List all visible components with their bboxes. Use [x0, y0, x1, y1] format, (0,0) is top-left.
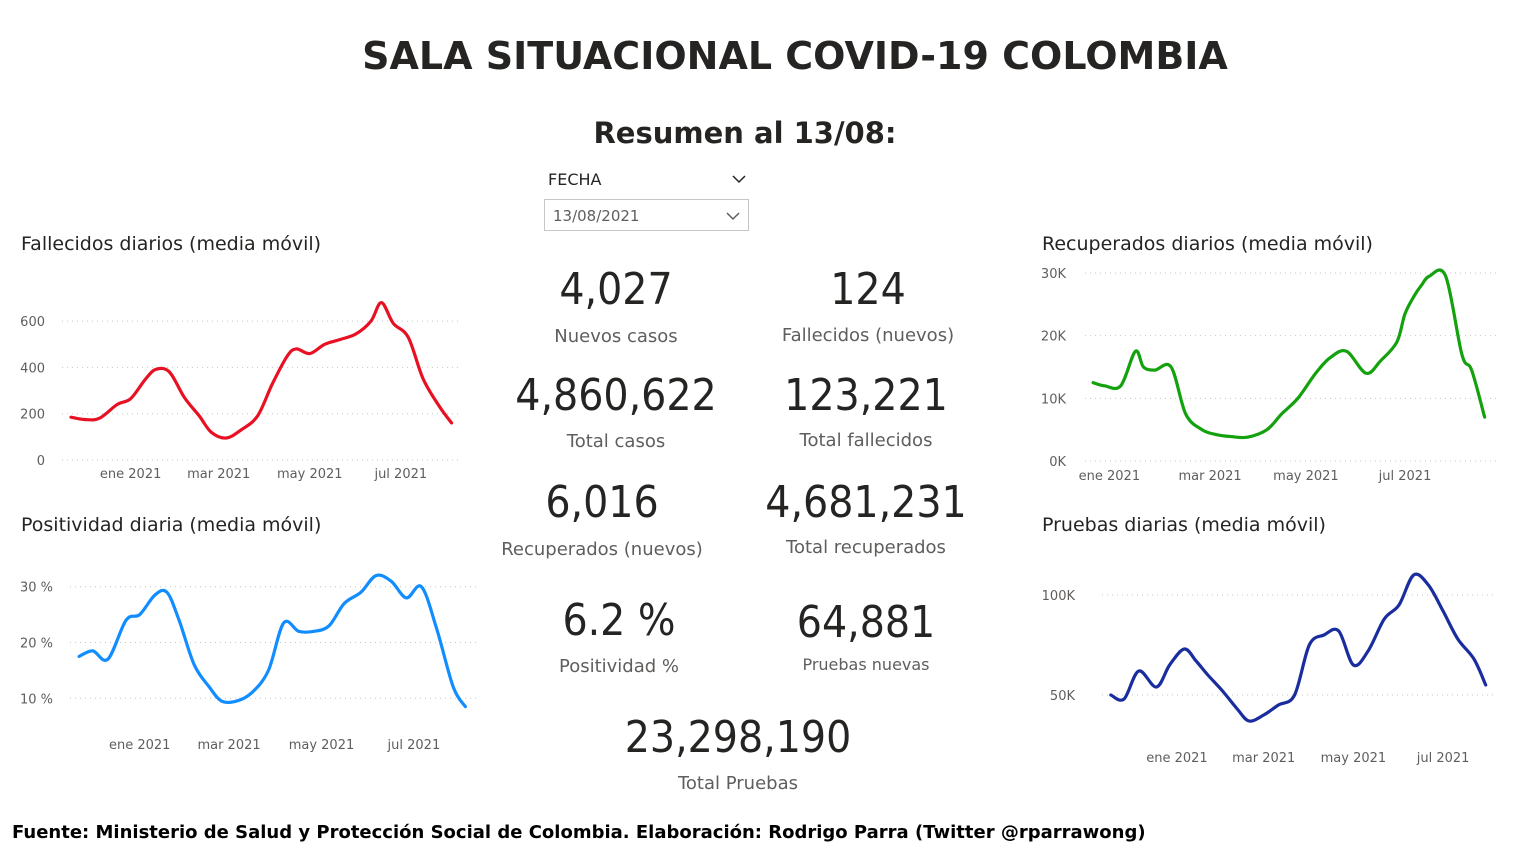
y-tick-label: 20 % [20, 637, 53, 652]
kpi-total-fallecidos-value: 123,221 [784, 370, 948, 421]
kpi-total-pruebas-label: Total Pruebas [677, 773, 798, 794]
kpi-positividad-label: Positividad % [558, 656, 680, 677]
date-slicer-dropdown[interactable]: 13/08/2021 [544, 199, 749, 231]
x-tick-label: jul 2021 [387, 738, 441, 753]
y-tick-label: 20K [1041, 330, 1067, 345]
y-tick-label: 10 % [20, 692, 53, 707]
x-tick-label: jul 2021 [1416, 751, 1470, 766]
kpi-recuperados-nuevos-label: Recuperados (nuevos) [501, 539, 703, 560]
y-tick-label: 10K [1041, 392, 1067, 407]
y-tick-label: 400 [20, 361, 45, 376]
x-tick-label: ene 2021 [109, 738, 170, 753]
chart-title-fallecidos: Fallecidos diarios (media móvil) [21, 233, 322, 255]
x-tick-label: mar 2021 [1178, 469, 1241, 484]
x-tick-label: ene 2021 [1079, 469, 1140, 484]
kpi-pruebas-nuevas-value: 64,881 [796, 597, 936, 648]
kpi-recuperados-nuevos-value: 6,016 [545, 477, 659, 528]
x-tick-label: may 2021 [1273, 469, 1339, 484]
x-tick-label: mar 2021 [187, 467, 250, 482]
kpi-total-casos-value: 4,860,622 [515, 370, 717, 421]
date-slicer-value: 13/08/2021 [553, 207, 640, 225]
chart-title-pruebas: Pruebas diarias (media móvil) [1042, 514, 1326, 536]
x-tick-label: mar 2021 [197, 738, 260, 753]
chart-pruebas[interactable]: 50K 100K ene 2021 mar 2021 may 2021 jul 2021 [1030, 545, 1518, 775]
y-tick-label: 0 [37, 454, 45, 469]
kpi-total-fallecidos-label: Total fallecidos [799, 430, 933, 451]
x-tick-label: ene 2021 [100, 467, 161, 482]
kpi-positividad-value: 6.2 % [562, 595, 676, 646]
chevron-down-icon [726, 212, 740, 221]
x-tick-label: may 2021 [277, 467, 343, 482]
kpi-total-recuperados-value: 4,681,231 [765, 477, 967, 528]
x-tick-label: ene 2021 [1146, 751, 1207, 766]
x-tick-label: may 2021 [289, 738, 355, 753]
y-tick-label: 30 % [20, 581, 53, 596]
date-slicer-label: FECHA [548, 170, 602, 189]
y-tick-label: 600 [20, 315, 45, 330]
kpi-total-recuperados-label: Total recuperados [786, 537, 946, 558]
chevron-down-icon[interactable] [730, 170, 748, 188]
kpi-total-casos-label: Total casos [566, 431, 666, 452]
page-title: SALA SITUACIONAL COVID-19 COLOMBIA [362, 34, 1228, 78]
chart-positividad[interactable]: 10 % 20 % 30 % ene 2021 mar 2021 may 2021 jul … [0, 545, 490, 760]
series-line-pruebas[interactable] [1109, 572, 1488, 723]
kpi-nuevos-casos-label: Nuevos casos [554, 326, 678, 347]
y-tick-label: 0K [1049, 455, 1066, 470]
y-tick-label: 100K [1042, 589, 1076, 604]
chart-title-positividad: Positividad diaria (media móvil) [21, 514, 322, 536]
chart-title-recuperados: Recuperados diarios (media móvil) [1042, 233, 1373, 255]
chart-fallecidos[interactable]: 0 200 400 600 ene 2021 mar 2021 may 2021 jul 20… [0, 260, 490, 490]
y-tick-label: 50K [1050, 689, 1076, 704]
kpi-nuevos-casos-value: 4,027 [559, 264, 673, 315]
x-tick-label: jul 2021 [373, 467, 427, 482]
series-line-positividad[interactable] [77, 573, 467, 709]
chart-recuperados[interactable]: 0K 10K 20K 30K ene 2021 mar 2021 may 2021 jul 2… [1030, 260, 1518, 490]
kpi-fallecidos-nuevos-value: 124 [830, 264, 906, 315]
series-line-recuperados[interactable] [1091, 268, 1487, 440]
x-tick-label: may 2021 [1321, 751, 1387, 766]
y-tick-label: 30K [1041, 267, 1067, 282]
y-tick-label: 200 [20, 408, 45, 423]
series-line-fallecidos[interactable] [69, 301, 454, 440]
x-tick-label: mar 2021 [1232, 751, 1295, 766]
source-footer: Fuente: Ministerio de Salud y Protección… [12, 822, 1146, 843]
x-tick-label: jul 2021 [1378, 469, 1432, 484]
kpi-total-pruebas-value: 23,298,190 [624, 712, 852, 763]
summary-subtitle: Resumen al 13/08: [593, 116, 897, 150]
kpi-pruebas-nuevas-label: Pruebas nuevas [802, 655, 930, 674]
kpi-fallecidos-nuevos-label: Fallecidos (nuevos) [781, 325, 955, 346]
